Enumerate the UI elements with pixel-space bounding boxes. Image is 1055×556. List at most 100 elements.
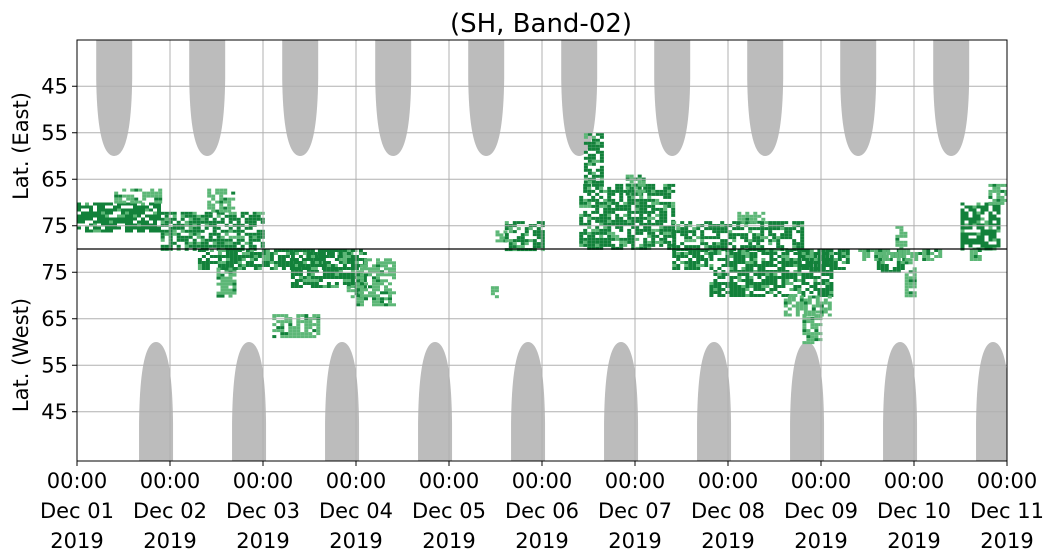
activity-region-18 xyxy=(737,211,766,224)
daylight-mask-east-8 xyxy=(840,40,877,156)
activity-region-2 xyxy=(160,211,265,251)
x-tick-label-1-line-1: Dec 02 xyxy=(133,499,207,523)
activity-region-30 xyxy=(969,249,982,261)
grid-lines xyxy=(77,40,1007,461)
x-tick-label-8-line-0: 00:00 xyxy=(791,469,852,493)
x-tick-label-9: 00:00 Dec 10 2019 xyxy=(877,469,951,553)
x-tick-label-7: 00:00 Dec 08 2019 xyxy=(691,469,765,553)
x-tick-label-5-line-0: 00:00 xyxy=(512,469,573,493)
y-axis-label-west: Lat. (West) xyxy=(9,298,33,412)
x-tick-label-6: 00:00 Dec 07 2019 xyxy=(598,469,672,553)
activity-region-22 xyxy=(802,314,823,345)
y-tick-west-45: 45 xyxy=(41,400,68,424)
daylight-mask-east-1 xyxy=(189,40,226,156)
x-tick-label-2: 00:00 Dec 03 2019 xyxy=(226,469,300,553)
activity-region-26 xyxy=(904,258,917,298)
activity-region-0 xyxy=(77,202,161,233)
x-tick-label-5-line-1: Dec 06 xyxy=(505,499,579,523)
daylight-mask-east-9 xyxy=(933,40,970,156)
daylight-mask-east-5 xyxy=(561,40,598,156)
y-tick-east-45: 45 xyxy=(41,74,68,98)
daylight-mask-west-5 xyxy=(604,342,639,461)
x-tick-label-10: 00:00 Dec 11 2019 xyxy=(970,469,1044,553)
y-tick-east-75: 75 xyxy=(41,214,68,238)
x-tick-label-4-line-2: 2019 xyxy=(422,529,475,553)
daylight-mask-west-6 xyxy=(697,342,732,461)
chart-title: (SH, Band-02) xyxy=(450,9,632,39)
x-tick-label-7-line-2: 2019 xyxy=(701,529,754,553)
x-tick-label-5-line-2: 2019 xyxy=(515,529,568,553)
activity-region-23 xyxy=(797,249,850,270)
x-tick-label-2-line-1: Dec 03 xyxy=(226,499,300,523)
x-tick-label-8-line-1: Dec 09 xyxy=(784,499,858,523)
activity-region-19 xyxy=(672,249,713,270)
plot-area: 45 55 65 75 75 65 55 45 00:00 Dec 01 2019 00:00 Dec … xyxy=(40,39,1044,553)
x-tick-label-1-line-2: 2019 xyxy=(143,529,196,553)
x-tick-label-0-line-2: 2019 xyxy=(50,529,103,553)
x-tick-label-9-line-1: Dec 10 xyxy=(877,499,951,523)
activity-region-29 xyxy=(988,183,1007,205)
x-tick-label-2-line-0: 00:00 xyxy=(233,469,294,493)
daylight-mask-east-7 xyxy=(747,40,784,156)
x-tick-label-10-line-1: Dec 11 xyxy=(970,499,1044,523)
x-tick-label-0-line-0: 00:00 xyxy=(47,469,108,493)
x-tick-label-8: 00:00 Dec 09 2019 xyxy=(784,469,858,553)
daylight-mask-east-3 xyxy=(375,40,412,156)
x-tick-label-4-line-0: 00:00 xyxy=(419,469,480,493)
activity-region-21 xyxy=(783,295,832,317)
daylight-mask-west-7 xyxy=(790,342,825,461)
daylight-mask-west-0 xyxy=(139,342,174,461)
x-tick-label-5: 00:00 Dec 06 2019 xyxy=(505,469,579,553)
activity-region-3 xyxy=(207,188,236,213)
daylight-mask-west-4 xyxy=(511,342,546,461)
x-tick-label-9-line-0: 00:00 xyxy=(884,469,945,493)
x-tick-label-0-line-1: Dec 01 xyxy=(40,499,114,523)
daylight-mask-west-1 xyxy=(232,342,267,461)
y-tick-west-75: 75 xyxy=(41,260,68,284)
x-tick-label-0: 00:00 Dec 01 2019 xyxy=(40,469,114,553)
activity-region-10 xyxy=(272,314,321,339)
x-tick-label-4: 00:00 Dec 05 2019 xyxy=(412,469,486,553)
daylight-mask-west-8 xyxy=(883,342,918,461)
x-tick-label-2-line-2: 2019 xyxy=(236,529,289,553)
x-tick-label-3-line-2: 2019 xyxy=(329,529,382,553)
y-axis-label-east: Lat. (East) xyxy=(9,92,33,200)
activity-region-9 xyxy=(356,258,396,307)
activity-region-17 xyxy=(672,221,805,252)
y-tick-west-55: 55 xyxy=(41,353,68,377)
activity-region-6 xyxy=(216,267,237,298)
x-tick-label-1-line-0: 00:00 xyxy=(140,469,201,493)
daylight-mask-east-4 xyxy=(468,40,505,156)
x-tick-label-9-line-2: 2019 xyxy=(887,529,940,553)
activity-region-13 xyxy=(583,132,604,187)
daylight-mask-east-6 xyxy=(654,40,691,156)
y-tick-east-55: 55 xyxy=(41,121,68,145)
x-tick-label-3: 00:00 Dec 04 2019 xyxy=(319,469,393,553)
x-tick-label-1: 00:00 Dec 02 2019 xyxy=(133,469,207,553)
plot-inner xyxy=(77,40,1007,461)
activity-region-15 xyxy=(504,221,545,252)
y-tick-east-65: 65 xyxy=(41,167,68,191)
x-tick-label-10-line-0: 00:00 xyxy=(977,469,1038,493)
activity-region-12 xyxy=(490,286,499,299)
x-tick-label-7-line-0: 00:00 xyxy=(698,469,759,493)
x-tick-label-7-line-1: Dec 08 xyxy=(691,499,765,523)
x-tick-label-6-line-0: 00:00 xyxy=(605,469,666,493)
x-tick-label-3-line-0: 00:00 xyxy=(326,469,387,493)
daylight-mask-east-0 xyxy=(96,40,133,156)
x-tick-label-8-line-2: 2019 xyxy=(794,529,847,553)
daylight-mask-west-9 xyxy=(976,342,1007,461)
daylight-mask-west-3 xyxy=(418,342,453,461)
x-tick-label-3-line-1: Dec 04 xyxy=(319,499,393,523)
x-tick-label-10-line-2: 2019 xyxy=(980,529,1033,553)
activity-region-7 xyxy=(290,249,367,288)
daylight-mask-west-2 xyxy=(325,342,360,461)
activity-region-1 xyxy=(114,188,163,204)
daylight-mask-east-2 xyxy=(282,40,319,156)
x-tick-label-6-line-2: 2019 xyxy=(608,529,661,553)
activity-region-27 xyxy=(895,225,908,250)
x-tick-label-4-line-1: Dec 05 xyxy=(412,499,486,523)
x-tick-label-6-line-1: Dec 07 xyxy=(598,499,672,523)
activity-region-28 xyxy=(960,202,1001,251)
